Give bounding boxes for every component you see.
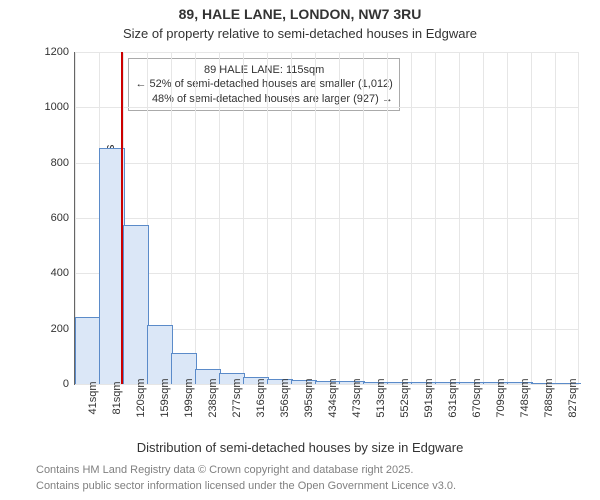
histogram-bar [75,317,101,384]
gridline-v [555,52,556,384]
gridline-h [75,163,579,164]
xtick-label: 81sqm [111,381,123,414]
gridline-h [75,218,579,219]
gridline-v [507,52,508,384]
ytick-label: 1000 [29,101,69,113]
annotation-line-3: 48% of semi-detached houses are larger (… [135,92,392,106]
xtick-label: 473sqm [351,378,363,417]
gridline-h [75,52,579,53]
xtick-label: 41sqm [87,381,99,414]
gridline-v [531,52,532,384]
xtick-label: 120sqm [135,378,147,417]
gridline-v [363,52,364,384]
xtick-label: 591sqm [423,378,435,417]
xtick-label: 670sqm [471,378,483,417]
ytick-label: 0 [29,378,69,390]
chart-subtitle: Size of property relative to semi-detach… [0,26,600,41]
gridline-h [75,107,579,108]
gridline-v [459,52,460,384]
ytick-label: 600 [29,212,69,224]
gridline-v [219,52,220,384]
xtick-label: 827sqm [567,378,579,417]
xtick-label: 513sqm [375,378,387,417]
xtick-label: 238sqm [207,378,219,417]
gridline-v [483,52,484,384]
gridline-v [267,52,268,384]
gridline-v [291,52,292,384]
chart-title: 89, HALE LANE, LONDON, NW7 3RU [0,6,600,22]
gridline-v [435,52,436,384]
annotation-box: 89 HALE LANE: 115sqm ← 52% of semi-detac… [128,58,399,111]
xtick-label: 277sqm [231,378,243,417]
gridline-v [339,52,340,384]
gridline-v [195,52,196,384]
marker-line [121,52,123,384]
gridline-v [315,52,316,384]
ytick-label: 200 [29,323,69,335]
xtick-label: 788sqm [543,378,555,417]
gridline-v [243,52,244,384]
histogram-bar [147,325,173,384]
gridline-v [411,52,412,384]
xtick-label: 434sqm [327,378,339,417]
xtick-label: 356sqm [279,378,291,417]
xtick-label: 748sqm [519,378,531,417]
gridline-v [578,52,579,384]
ytick-label: 1200 [29,46,69,58]
xtick-label: 552sqm [399,378,411,417]
footnote-1: Contains HM Land Registry data © Crown c… [36,464,413,476]
xtick-label: 631sqm [447,378,459,417]
ytick-label: 400 [29,267,69,279]
footnote-2: Contains public sector information licen… [36,480,456,492]
chart-container: { "chart": { "type": "histogram", "title… [0,0,600,500]
plot-area: 89 HALE LANE: 115sqm ← 52% of semi-detac… [74,52,579,385]
histogram-bar [123,225,149,384]
annotation-line-2: ← 52% of semi-detached houses are smalle… [135,77,392,91]
gridline-h [75,273,579,274]
ytick-label: 800 [29,157,69,169]
annotation-line-1: 89 HALE LANE: 115sqm [135,63,392,77]
xtick-label: 316sqm [255,378,267,417]
xtick-label: 199sqm [183,378,195,417]
xtick-label: 709sqm [495,378,507,417]
xtick-label: 159sqm [159,378,171,417]
xtick-label: 395sqm [303,378,315,417]
x-axis-label: Distribution of semi-detached houses by … [0,440,600,455]
gridline-v [387,52,388,384]
